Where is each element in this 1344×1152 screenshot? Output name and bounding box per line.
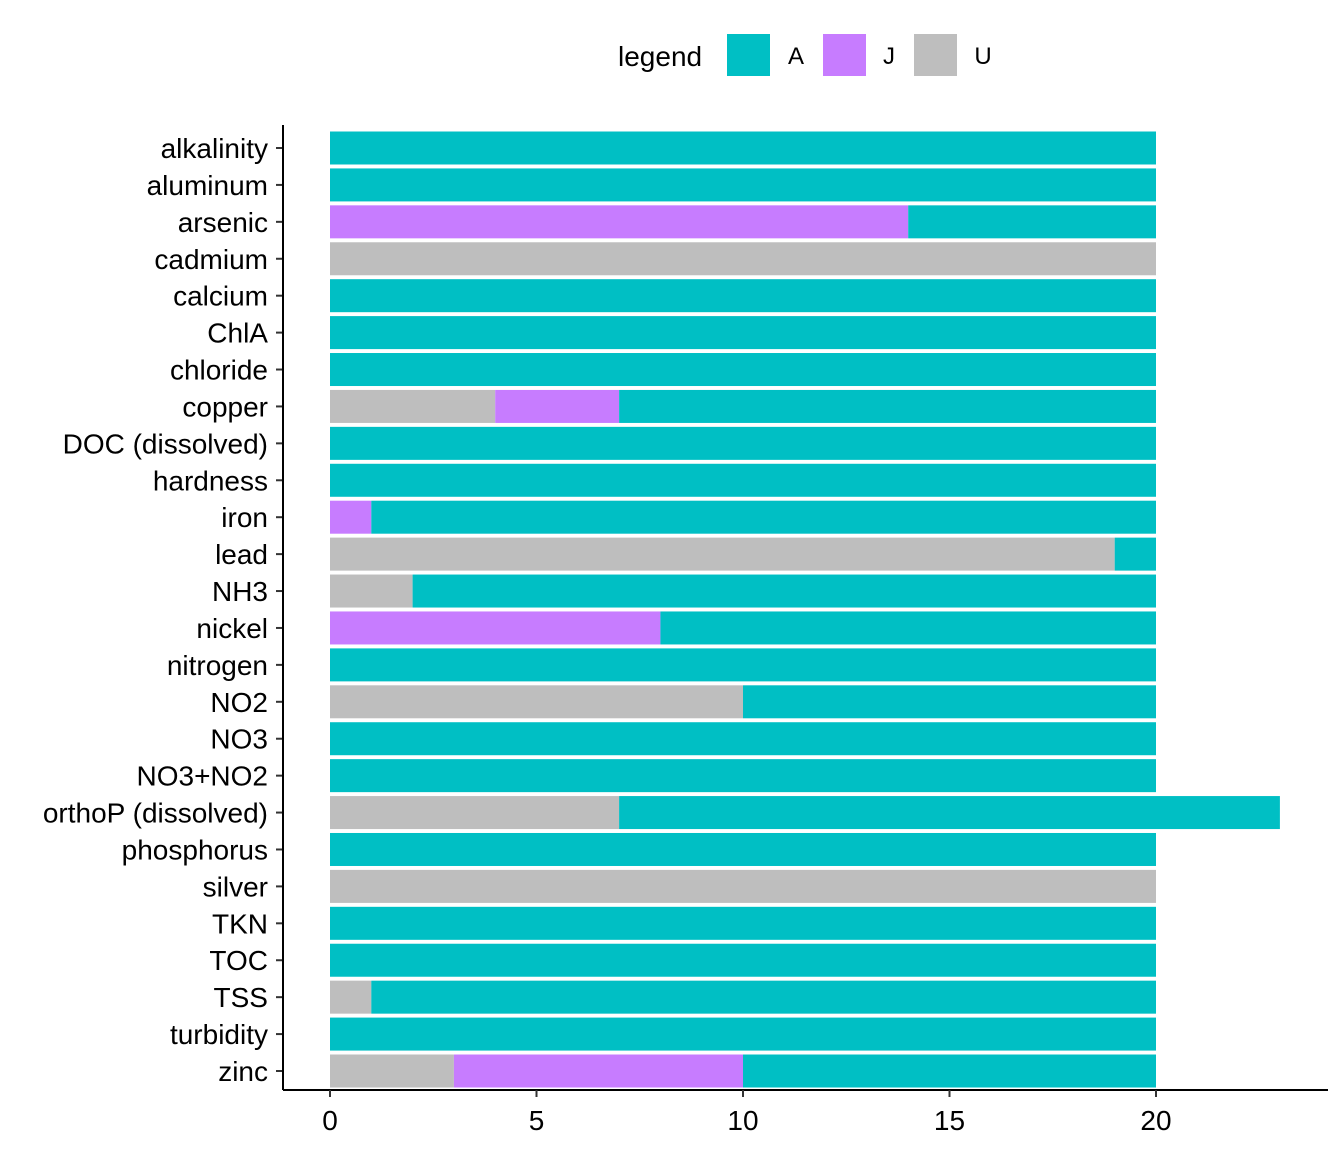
y-tick-label-calcium: calcium bbox=[173, 281, 268, 312]
bar-nitrogen-a bbox=[330, 648, 1156, 682]
y-tick-label-iron: iron bbox=[221, 502, 268, 533]
bar-tss-u bbox=[330, 980, 372, 1014]
bar-doc-dissolved-a bbox=[330, 426, 1156, 460]
y-tick-label-silver: silver bbox=[203, 871, 268, 902]
legend-label-u: U bbox=[974, 43, 991, 70]
axes: alkalinity aluminum arsenic cadmium calcium C… bbox=[43, 125, 1328, 1136]
y-tick-label-copper: copper bbox=[182, 391, 268, 422]
bar-zinc-u bbox=[330, 1054, 454, 1088]
bar-no2-a bbox=[743, 685, 1156, 719]
bar-nickel-a bbox=[660, 611, 1156, 645]
x-tick-label-15: 15 bbox=[934, 1105, 965, 1136]
bar-phosphorus-a bbox=[330, 832, 1156, 866]
bar-iron-j bbox=[330, 500, 372, 534]
bar-tkn-a bbox=[330, 906, 1156, 940]
y-tick-label-zinc: zinc bbox=[218, 1056, 268, 1087]
y-tick-label-nitrogen: nitrogen bbox=[167, 650, 268, 681]
bar-zinc-j bbox=[453, 1054, 743, 1088]
bar-hardness-a bbox=[330, 463, 1156, 497]
y-tick-label-phosphorus: phosphorus bbox=[122, 834, 268, 865]
legend: legend A J U bbox=[618, 34, 992, 76]
y-tick-label-cadmium: cadmium bbox=[154, 244, 268, 275]
y-tick-label-no3-no2: NO3+NO2 bbox=[137, 761, 269, 792]
bar-no2-u bbox=[330, 685, 743, 719]
bar-aluminum-a bbox=[330, 168, 1156, 202]
y-tick-label-hardness: hardness bbox=[153, 465, 268, 496]
bar-calcium-a bbox=[330, 279, 1156, 313]
bar-no3-a bbox=[330, 722, 1156, 756]
y-tick-label-chla: ChlA bbox=[207, 318, 268, 349]
bar-copper-a bbox=[619, 389, 1156, 423]
y-tick-label-nickel: nickel bbox=[196, 613, 268, 644]
bar-tss-a bbox=[371, 980, 1156, 1014]
bar-arsenic-a bbox=[908, 205, 1156, 239]
y-tick-label-nh3: NH3 bbox=[212, 576, 268, 607]
bar-no3-no2-a bbox=[330, 759, 1156, 793]
bar-nh3-u bbox=[330, 574, 413, 608]
y-tick-label-lead: lead bbox=[215, 539, 268, 570]
x-tick-label-0: 0 bbox=[322, 1105, 338, 1136]
legend-label-j: J bbox=[883, 43, 895, 70]
y-tick-label-arsenic: arsenic bbox=[178, 207, 268, 238]
x-tick-label-10: 10 bbox=[727, 1105, 758, 1136]
legend-key-j bbox=[823, 34, 866, 76]
bar-lead-u bbox=[330, 537, 1115, 571]
y-tick-label-tss: TSS bbox=[214, 982, 268, 1013]
legend-key-a bbox=[727, 34, 770, 76]
legend-label-a: A bbox=[788, 43, 804, 70]
bar-iron-a bbox=[371, 500, 1156, 534]
bar-copper-u bbox=[330, 389, 496, 423]
y-tick-label-toc: TOC bbox=[209, 945, 268, 976]
bar-chla-a bbox=[330, 316, 1156, 350]
y-tick-label-chloride: chloride bbox=[170, 355, 268, 386]
bar-cadmium-u bbox=[330, 242, 1156, 276]
bar-silver-u bbox=[330, 869, 1156, 903]
bar-toc-a bbox=[330, 943, 1156, 977]
bar-nh3-a bbox=[412, 574, 1157, 608]
y-tick-label-doc-dissolved: DOC (dissolved) bbox=[63, 428, 268, 459]
legend-key-u bbox=[914, 34, 957, 76]
bar-turbidity-a bbox=[330, 1017, 1156, 1051]
bar-copper-j bbox=[495, 389, 620, 423]
legend-title: legend bbox=[618, 41, 702, 72]
y-tick-label-turbidity: turbidity bbox=[170, 1019, 268, 1050]
bars bbox=[330, 131, 1280, 1088]
bar-alkalinity-a bbox=[330, 131, 1156, 165]
bar-orthop-dissolved-u bbox=[330, 796, 620, 830]
y-tick-label-no2: NO2 bbox=[210, 687, 268, 718]
y-tick-label-tkn: TKN bbox=[212, 908, 268, 939]
y-tick-label-no3: NO3 bbox=[210, 724, 268, 755]
bar-zinc-a bbox=[743, 1054, 1156, 1088]
y-tick-label-alkalinity: alkalinity bbox=[161, 133, 268, 164]
bar-lead-a bbox=[1114, 537, 1156, 571]
bar-nickel-j bbox=[330, 611, 661, 645]
x-tick-label-5: 5 bbox=[529, 1105, 545, 1136]
bar-arsenic-j bbox=[330, 205, 909, 239]
bar-orthop-dissolved-a bbox=[619, 796, 1280, 830]
bar-chloride-a bbox=[330, 353, 1156, 387]
y-tick-label-orthop-dissolved: orthoP (dissolved) bbox=[43, 798, 268, 829]
x-tick-label-20: 20 bbox=[1140, 1105, 1171, 1136]
y-tick-label-aluminum: aluminum bbox=[147, 170, 268, 201]
